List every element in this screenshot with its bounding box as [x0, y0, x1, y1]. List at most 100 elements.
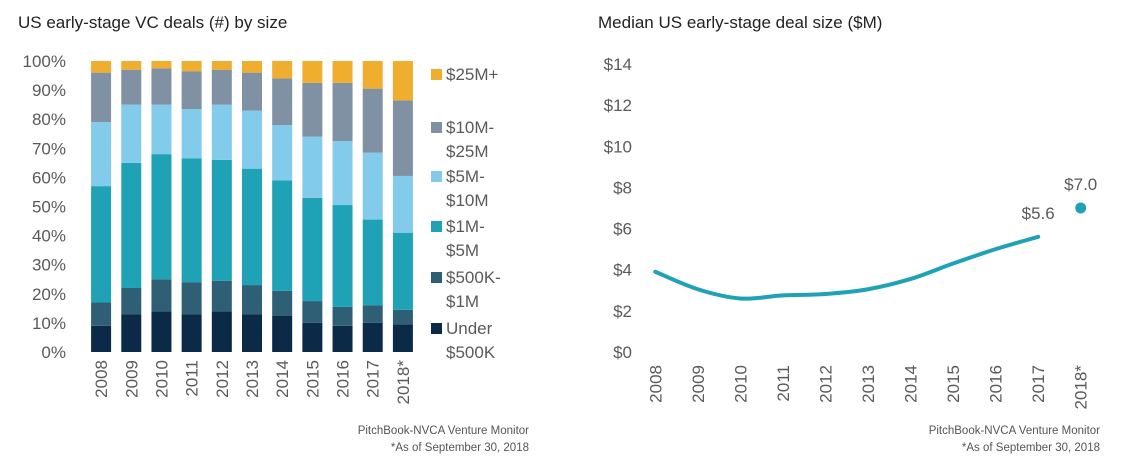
bar-segment — [302, 136, 323, 198]
bar-segment — [302, 82, 323, 137]
bar-segment — [362, 219, 383, 306]
bar-segment — [181, 61, 202, 72]
left-chart-title: US early-stage VC deals (#) by size — [18, 13, 288, 32]
bar-segment — [181, 71, 202, 110]
legend-label: $25M — [446, 142, 489, 161]
bar-segment — [151, 68, 172, 105]
bar-segment — [121, 287, 142, 315]
x-tick-label: 2008 — [92, 360, 111, 398]
right-source: PitchBook-NVCA Venture Monitor — [928, 425, 1100, 437]
bar-segment — [91, 302, 112, 326]
right-chart-title: Median US early-stage deal size ($M) — [598, 13, 883, 32]
legend-swatch — [431, 323, 442, 334]
legend-label: $5M- — [446, 167, 485, 186]
bar-segment — [242, 72, 262, 111]
legend-label: $1M — [446, 292, 479, 311]
y-tick-label: 70% — [32, 139, 66, 158]
y-tick-label: $0 — [613, 343, 632, 362]
y-tick-label: 30% — [32, 256, 66, 275]
bar-segment — [272, 61, 293, 79]
x-tick-label: 2013 — [243, 360, 262, 398]
bar-segment — [302, 197, 323, 302]
right-note: *As of September 30, 2018 — [961, 442, 1100, 454]
legend-label: $10M — [446, 191, 489, 210]
bar-segment — [242, 110, 262, 169]
x-tick-label: 2014 — [902, 365, 921, 403]
y-tick-label: 60% — [32, 168, 66, 187]
legend-swatch — [431, 221, 442, 232]
legend-swatch — [431, 272, 442, 283]
x-tick-label: 2012 — [213, 360, 232, 398]
y-tick-label: $6 — [613, 220, 632, 239]
legend-label: $500K- — [446, 268, 501, 287]
bar-segment — [211, 280, 232, 312]
bar-segment — [362, 61, 383, 89]
y-tick-label: 80% — [32, 110, 66, 129]
bar-segment — [302, 61, 323, 83]
bar-segment — [272, 315, 293, 352]
y-tick-label: $4 — [613, 261, 632, 280]
bar-segment — [332, 141, 353, 206]
x-tick-label: 2017 — [1029, 365, 1048, 403]
bar-segment — [242, 61, 262, 73]
bar-segment — [302, 301, 323, 323]
x-tick-label: 2015 — [944, 365, 963, 403]
x-tick-label: 2012 — [816, 365, 835, 403]
bar-segment — [242, 285, 262, 315]
bar-segment — [362, 322, 383, 352]
legend-label: $10M- — [446, 118, 494, 137]
bar-segment — [151, 311, 172, 352]
bar-segment — [91, 122, 112, 187]
bar-segment — [211, 159, 232, 281]
bar-segment — [332, 82, 353, 142]
bar-segment — [272, 290, 293, 316]
bar-segment — [91, 72, 112, 123]
left-note: *As of September 30, 2018 — [390, 442, 529, 454]
x-tick-label: 2017 — [364, 360, 383, 398]
legend-swatch — [431, 69, 442, 80]
x-tick-label: 2011 — [183, 360, 202, 397]
bar-segment — [151, 61, 172, 69]
x-tick-label: 2009 — [689, 365, 708, 403]
x-tick-label: 2011 — [774, 365, 793, 402]
bar-segment — [181, 109, 202, 159]
bar-segment — [392, 309, 413, 325]
bar-segment — [121, 162, 142, 288]
bar-segment — [151, 104, 172, 155]
bar-segment — [121, 104, 142, 163]
x-tick-label: 2016 — [987, 365, 1006, 403]
x-tick-label: 2018* — [1072, 365, 1091, 410]
bar-segment — [332, 61, 353, 83]
x-tick-label: 2016 — [334, 360, 353, 398]
bar-segment — [332, 306, 353, 326]
x-tick-label: 2015 — [303, 360, 322, 398]
y-tick-label: 50% — [32, 198, 66, 217]
bar-segment — [332, 325, 353, 352]
bar-segment — [302, 322, 323, 352]
bar-segment — [121, 61, 142, 70]
legend-label: $5M — [446, 241, 479, 260]
bar-segment — [392, 324, 413, 352]
bar-segment — [211, 69, 232, 105]
y-tick-label: $10 — [604, 137, 632, 156]
bar-segment — [272, 78, 293, 126]
y-tick-label: $14 — [604, 55, 632, 74]
bar-segment — [91, 61, 112, 73]
bar-segment — [392, 100, 413, 176]
bar-segment — [362, 88, 383, 153]
y-tick-label: 0% — [41, 343, 66, 362]
bar-segment — [181, 282, 202, 315]
bar-segment — [332, 205, 353, 307]
bar-segment — [362, 152, 383, 220]
bar-segment — [211, 104, 232, 160]
x-tick-label: 2013 — [859, 365, 878, 403]
bar-segment — [181, 158, 202, 283]
data-label: $5.6 — [1022, 204, 1055, 223]
x-tick-label: 2009 — [122, 360, 141, 398]
bar-segment — [392, 232, 413, 310]
legend-swatch — [431, 171, 442, 182]
point-2018 — [1075, 202, 1087, 214]
x-tick-label: 2018* — [394, 360, 413, 405]
y-tick-label: $2 — [613, 302, 632, 321]
